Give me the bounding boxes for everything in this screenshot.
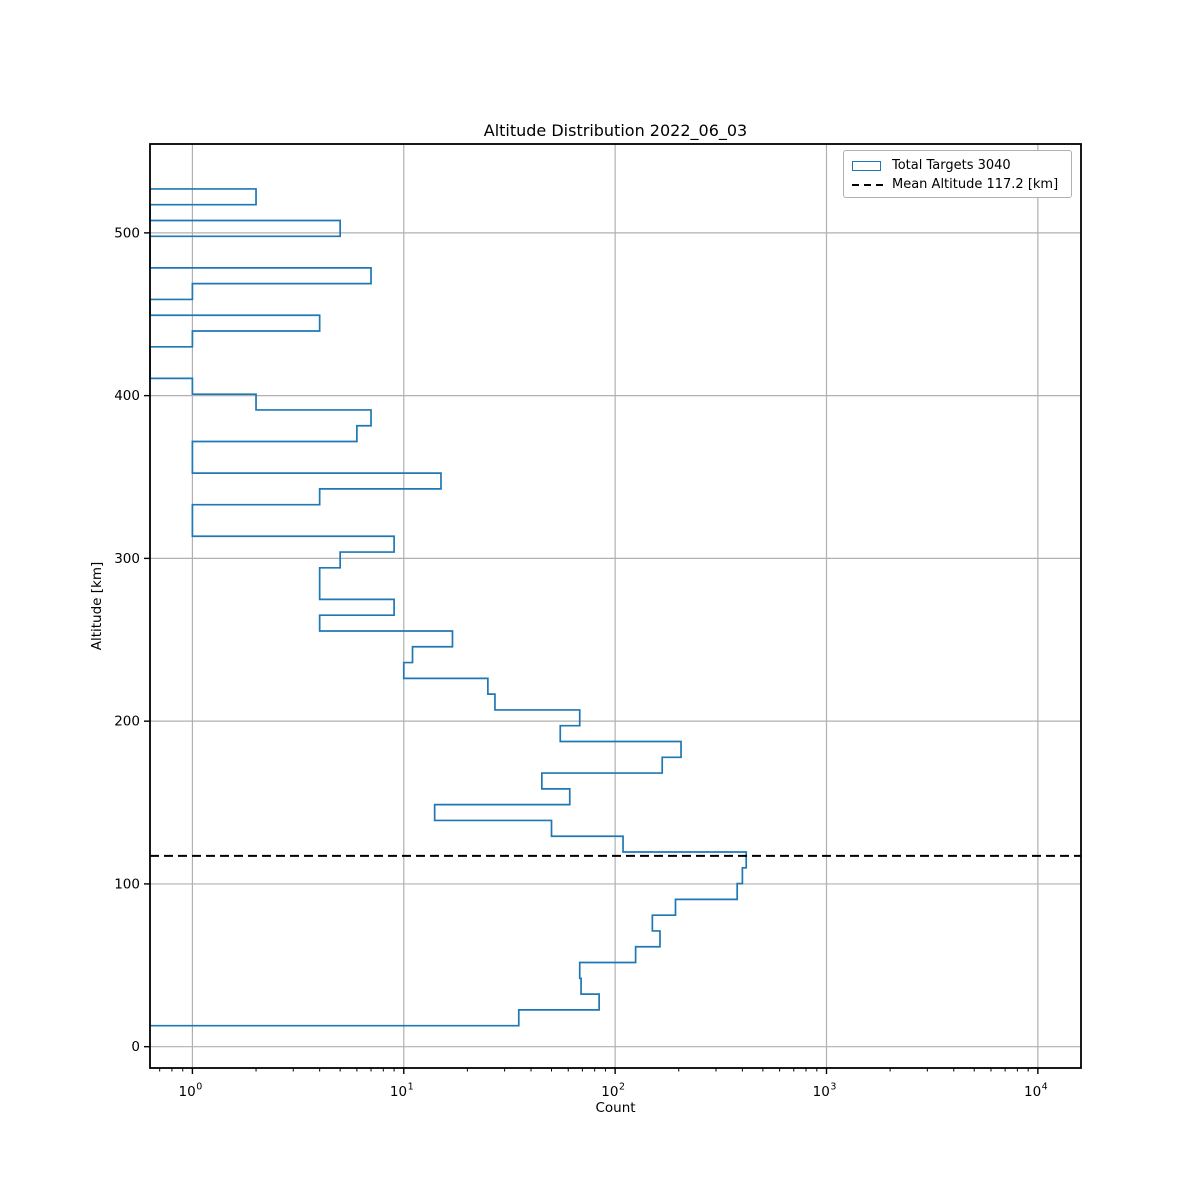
x-tick-label: 101: [390, 1082, 414, 1101]
x-tick-label: 103: [813, 1082, 837, 1101]
chart-title: Altitude Distribution 2022_06_03: [483, 121, 748, 140]
x-tick-label: 104: [1024, 1082, 1048, 1101]
legend-item-mean-altitude: Mean Altitude 117.2 [km]: [852, 175, 1063, 194]
y-tick-label: 100: [114, 876, 140, 892]
y-tick-label: 0: [131, 1039, 140, 1055]
y-tick-label: 200: [114, 714, 140, 730]
histogram-outline: [149, 188, 748, 1027]
y-axis-label: Altitude [km]: [89, 561, 105, 651]
y-tick-label: 400: [114, 388, 140, 404]
legend-label-mean-altitude: Mean Altitude 117.2 [km]: [892, 177, 1059, 192]
x-axis-label: Count: [595, 1100, 636, 1116]
legend: Total Targets 3040 Mean Altitude 117.2 […: [843, 150, 1072, 198]
y-tick-label: 300: [114, 551, 140, 567]
x-tick-label: 102: [601, 1082, 625, 1101]
legend-label-total-targets: Total Targets 3040: [892, 158, 1011, 173]
x-tick-label: 100: [179, 1082, 203, 1101]
histogram-swatch-icon: [852, 160, 883, 171]
dashed-line-swatch-icon: [852, 183, 883, 186]
y-tick-label: 500: [114, 225, 140, 241]
legend-item-total-targets: Total Targets 3040: [852, 156, 1063, 175]
